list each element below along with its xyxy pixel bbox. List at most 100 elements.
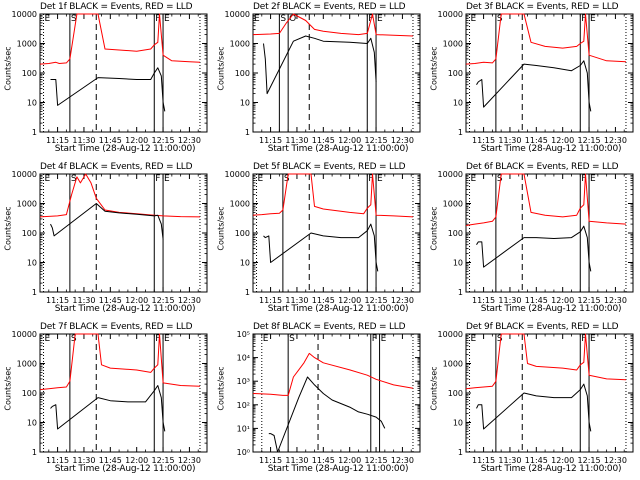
- x-tick-label: 11:15: [472, 456, 495, 465]
- y-tick-label: 10000: [12, 10, 37, 19]
- event-marker-label: E: [377, 14, 383, 24]
- y-tick-label: 10³: [237, 377, 250, 386]
- event-marker-label: E: [164, 14, 170, 24]
- event-marker-label: E: [471, 334, 477, 344]
- y-tick-label: 10000: [225, 10, 250, 19]
- events-series-line: [268, 376, 386, 453]
- event-marker-label: S: [284, 174, 290, 184]
- y-tick-label: 100: [235, 69, 250, 78]
- event-marker-label: S: [497, 334, 503, 344]
- y-tick-label: 1: [458, 288, 463, 297]
- event-marker-label: E: [45, 334, 51, 344]
- x-tick-label: 11:15: [259, 296, 282, 305]
- y-tick-label: 1000: [17, 360, 37, 369]
- events-series-line: [263, 35, 377, 95]
- lld-series-line: [252, 173, 414, 218]
- y-tick-label: 10000: [225, 170, 250, 179]
- chart-title: Det 5f BLACK = Events, RED = LLD: [253, 162, 406, 172]
- x-tick-label: 12:30: [604, 456, 627, 465]
- plot-frame: [39, 173, 208, 293]
- x-tick-label: 11:45: [312, 456, 335, 465]
- x-tick-label: 12:30: [604, 136, 627, 145]
- chart-title: Det 8f BLACK = Events, RED = LLD: [253, 322, 406, 332]
- chart-title: Det 6f BLACK = Events, RED = LLD: [466, 162, 619, 172]
- y-tick-label: 10²: [237, 401, 250, 410]
- x-tick-label: 11:30: [72, 456, 95, 465]
- chart-panel: Det 7f BLACK = Events, RED = LLD Start Ti…: [0, 320, 213, 480]
- chart-panel: Det 2f BLACK = Events, RED = LLD Start Ti…: [213, 0, 426, 160]
- x-axis-label: Start Time (28-Aug-12 11:00:00): [480, 144, 622, 154]
- plot-area: 1 10 100 1000 10000 11:15 11:30 11:45 12:00 12:15…: [12, 10, 208, 145]
- chart-title: Det 3f BLACK = Events, RED = LLD: [466, 2, 619, 12]
- event-marker-label: E: [263, 334, 269, 344]
- event-marker-label: E: [45, 174, 51, 184]
- chart-panel: Det 5f BLACK = Events, RED = LLD Start Ti…: [213, 160, 426, 320]
- x-tick-label: 12:00: [125, 456, 148, 465]
- events-series-line: [50, 203, 164, 240]
- x-tick-label: 11:45: [99, 136, 122, 145]
- chart-title: Det 2f BLACK = Events, RED = LLD: [253, 2, 406, 12]
- x-tick-label: 11:30: [285, 296, 308, 305]
- events-series-line: [263, 223, 379, 272]
- y-tick-label: 1000: [443, 360, 463, 369]
- y-tick-label: 10⁰: [237, 448, 250, 457]
- chart-title: Det 4f BLACK = Events, RED = LLD: [40, 162, 193, 172]
- event-marker-label: F: [581, 14, 586, 24]
- event-marker-label: S: [280, 14, 286, 24]
- x-axis-label: Start Time (28-Aug-12 11:00:00): [54, 464, 196, 474]
- y-tick-label: 1: [32, 448, 37, 457]
- y-tick-label: 1: [458, 128, 463, 137]
- x-tick-label: 11:15: [259, 136, 282, 145]
- plot-frame: [39, 333, 208, 453]
- x-tick-label: 12:30: [178, 456, 201, 465]
- y-tick-label: 10: [27, 99, 37, 108]
- chart-title: Det 9f BLACK = Events, RED = LLD: [466, 322, 619, 332]
- chart-panel: Det 9f BLACK = Events, RED = LLD Start Ti…: [426, 320, 639, 480]
- event-marker-label: S: [497, 14, 503, 24]
- plot-frame: [465, 13, 634, 133]
- x-tick-label: 11:45: [312, 296, 335, 305]
- plot-frame: [252, 333, 421, 453]
- y-tick-label: 10¹: [237, 424, 250, 433]
- x-axis-label: Start Time (28-Aug-12 11:00:00): [480, 304, 622, 314]
- lld-series-line: [39, 173, 201, 218]
- event-marker-label: E: [164, 174, 170, 184]
- lld-series-line: [465, 333, 627, 390]
- plot-frame: [39, 13, 208, 133]
- event-marker-label: E: [45, 14, 51, 24]
- y-tick-label: 1000: [443, 200, 463, 209]
- y-tick-label: 100: [448, 389, 463, 398]
- chart-panel: Det 3f BLACK = Events, RED = LLD Start Ti…: [426, 0, 639, 160]
- lld-series-line: [252, 352, 414, 396]
- event-marker-label: E: [377, 174, 383, 184]
- x-tick-label: 12:15: [578, 136, 601, 145]
- x-axis-label: Start Time (28-Aug-12 11:00:00): [267, 304, 409, 314]
- x-tick-label: 11:15: [46, 136, 69, 145]
- y-tick-label: 1: [245, 128, 250, 137]
- x-tick-label: 11:15: [472, 136, 495, 145]
- x-tick-label: 11:15: [46, 296, 69, 305]
- event-marker-label: S: [71, 174, 77, 184]
- chart-title: Det 7f BLACK = Events, RED = LLD: [40, 322, 193, 332]
- event-marker-label: S: [289, 334, 295, 344]
- x-tick-label: 11:45: [99, 456, 122, 465]
- x-tick-label: 11:30: [498, 136, 521, 145]
- plot-frame: [252, 13, 421, 133]
- chart-title: Det 1f BLACK = Events, RED = LLD: [40, 2, 193, 12]
- x-tick-label: 12:15: [578, 296, 601, 305]
- y-tick-label: 10: [453, 99, 463, 108]
- x-tick-label: 12:30: [178, 296, 201, 305]
- lld-series-line: [465, 173, 627, 226]
- x-tick-label: 12:00: [551, 456, 574, 465]
- x-axis-label: Start Time (28-Aug-12 11:00:00): [480, 464, 622, 474]
- events-series-line: [50, 67, 166, 112]
- y-tick-label: 10⁵: [237, 330, 250, 339]
- chart-panel: Det 6f BLACK = Events, RED = LLD Start Ti…: [426, 160, 639, 320]
- event-marker-label: F: [155, 14, 160, 24]
- x-axis-label: Start Time (28-Aug-12 11:00:00): [54, 144, 196, 154]
- x-tick-label: 12:00: [551, 296, 574, 305]
- y-tick-label: 10000: [438, 330, 463, 339]
- y-tick-label: 10000: [12, 170, 37, 179]
- event-marker-label: E: [164, 334, 170, 344]
- plot-area: 1 10 100 1000 10000 11:15 11:30 11:45 12:00 12:15…: [225, 10, 421, 145]
